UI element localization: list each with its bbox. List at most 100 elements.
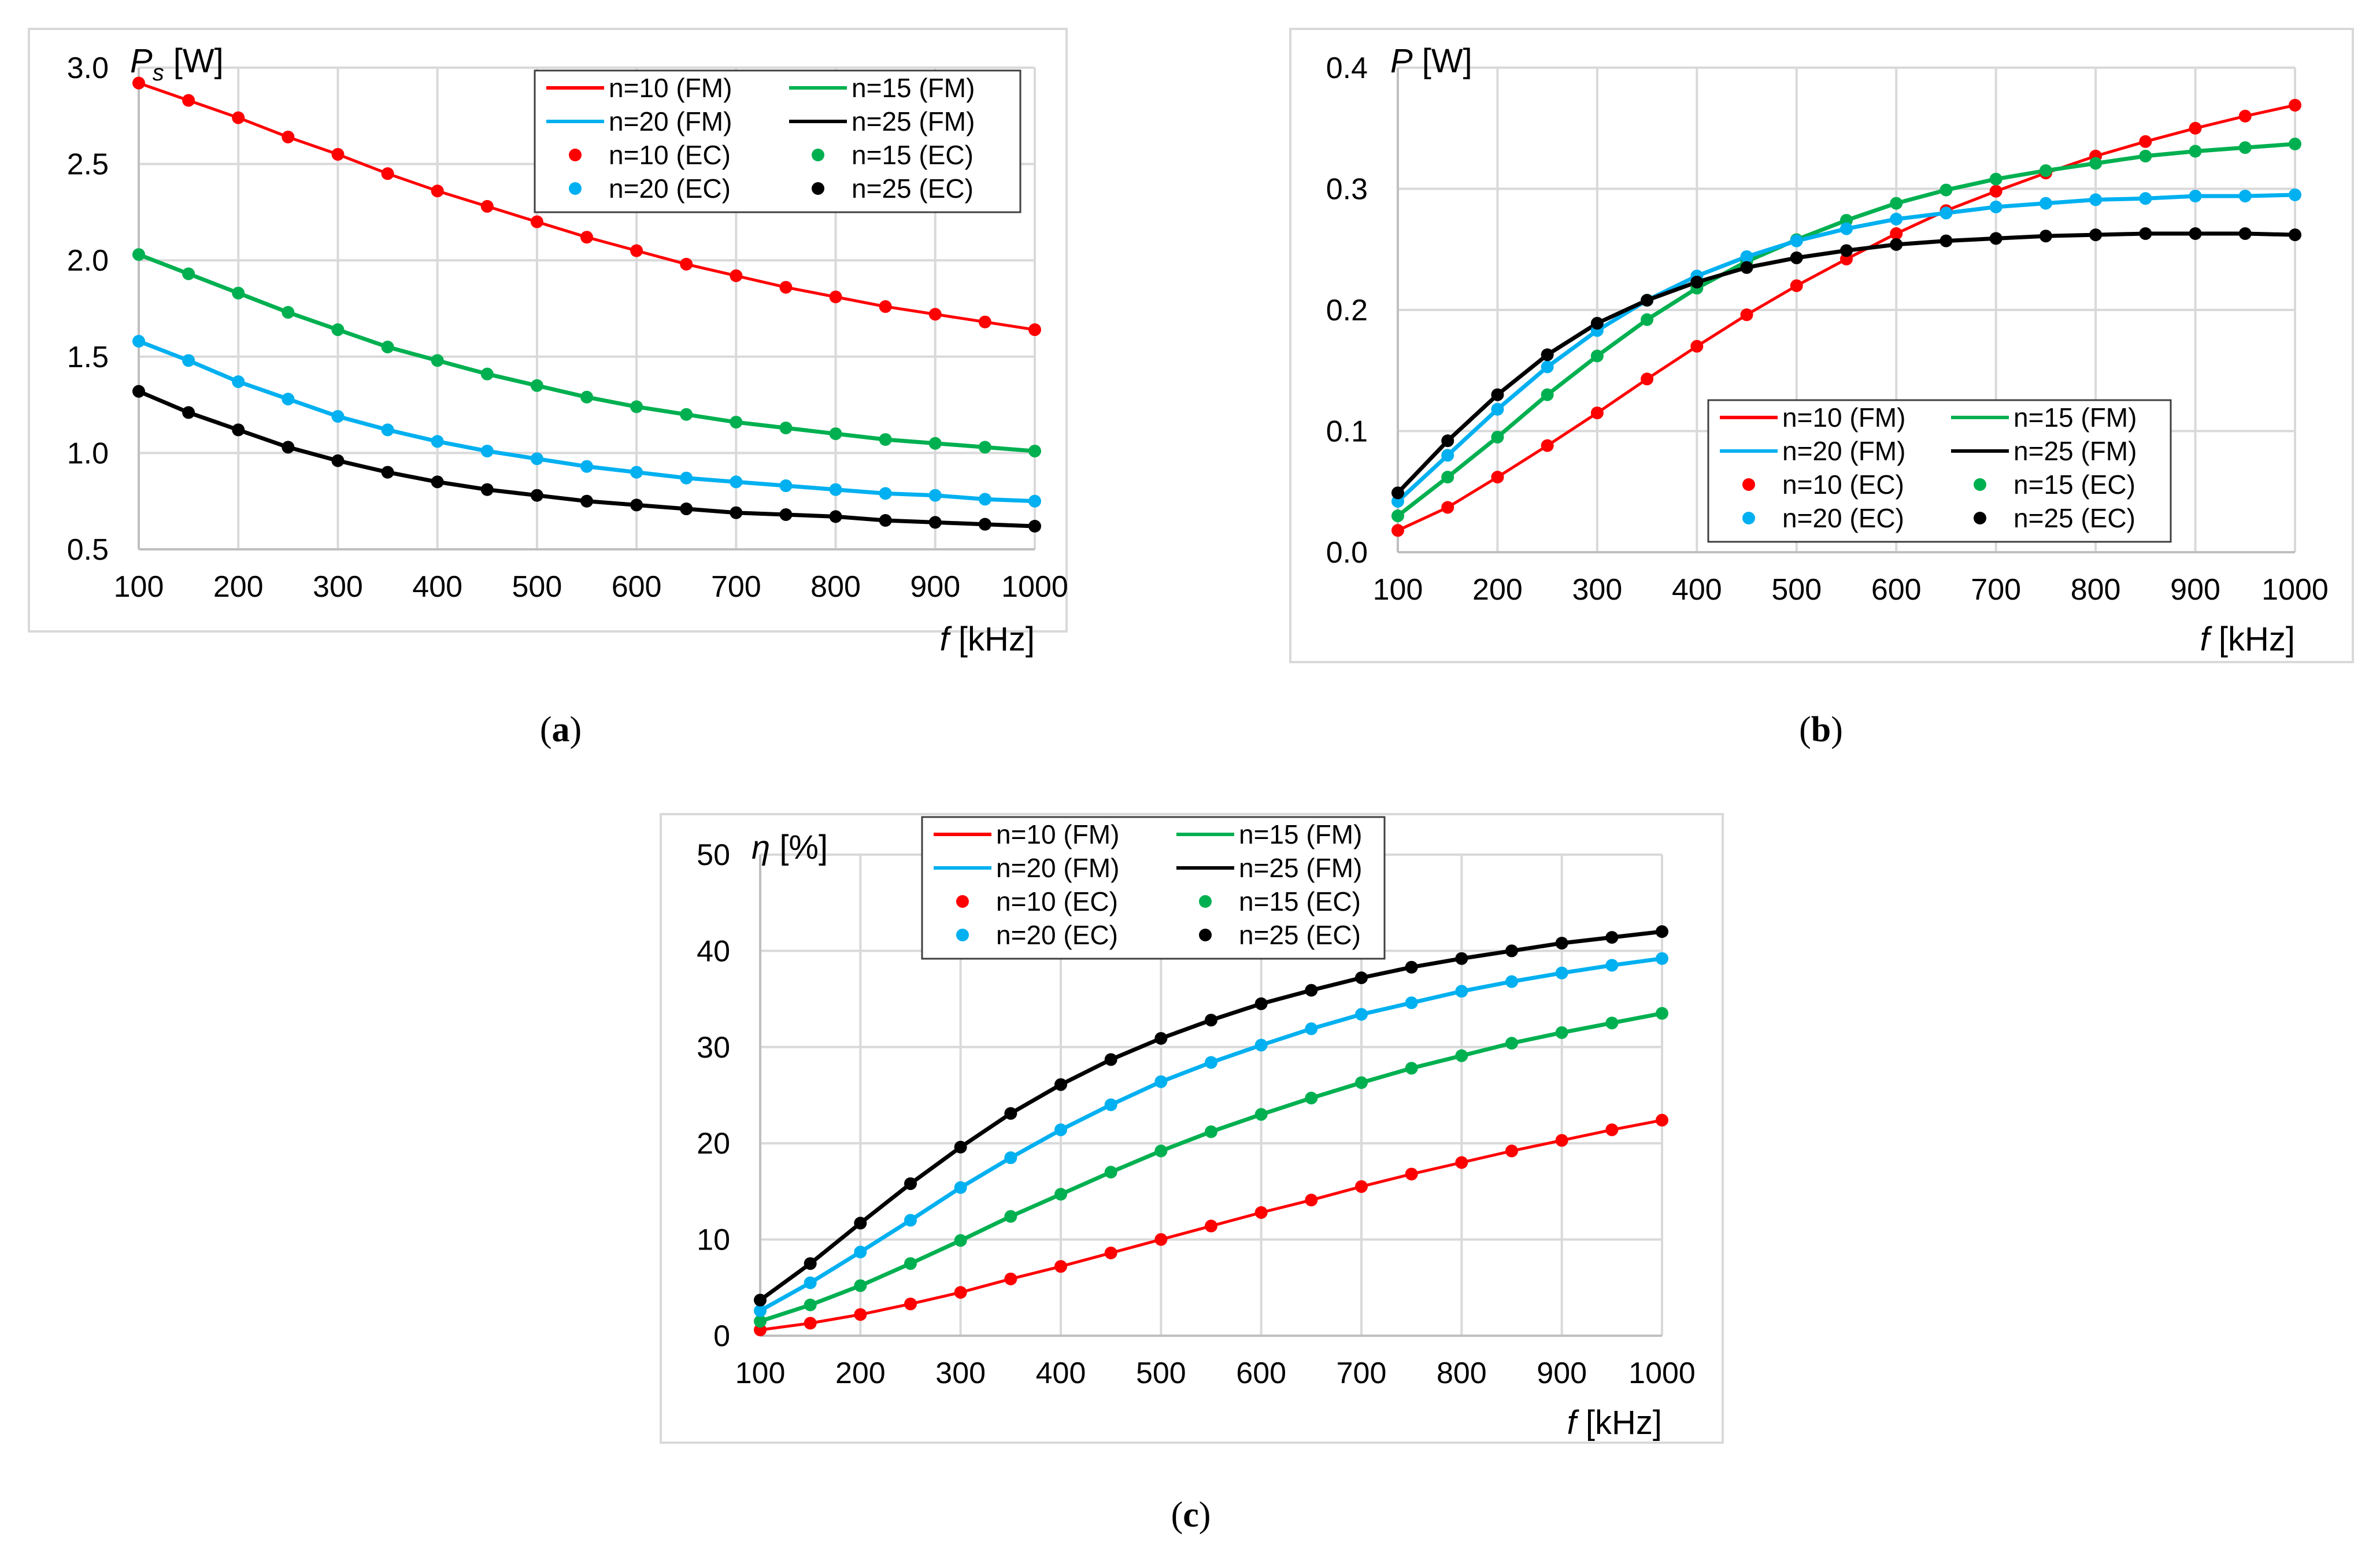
chart-c-point-n25 — [1104, 1053, 1117, 1066]
chart-b-point-n20 — [2139, 192, 2152, 205]
chart-c-point-n10 — [1054, 1260, 1067, 1273]
chart-b-point-n20 — [1441, 449, 1454, 462]
chart-a-point-n15 — [680, 408, 693, 421]
chart-a-legend-marker-swatch — [812, 182, 824, 195]
chart-b-point-n20 — [1541, 360, 1554, 374]
chart-b-point-n25 — [2238, 227, 2252, 241]
chart-b-point-n25 — [1690, 275, 1704, 289]
chart-a-point-n20 — [680, 471, 693, 485]
chart-a-point-n20 — [879, 487, 892, 500]
chart-a-xtick-label: 700 — [711, 570, 761, 604]
chart-c-legend-marker-swatch — [1199, 929, 1212, 941]
chart-b-xtick-label: 700 — [1971, 573, 2021, 607]
chart-b-point-n10 — [1890, 227, 1903, 241]
chart-b-point-n15 — [2139, 149, 2152, 162]
chart-c-point-n20 — [1656, 952, 1668, 965]
chart-b-point-n15 — [2089, 157, 2103, 170]
panel-b: 100 200 300 400 500 600 700 800 900 1000 0.0 0.1 0.2… — [1289, 28, 2354, 749]
chart-c-point-n15 — [754, 1315, 767, 1328]
chart-b-ylabel: P [W] — [1390, 42, 1472, 80]
chart-b-point-n20 — [1790, 234, 1803, 247]
chart-a-point-n15 — [978, 441, 991, 454]
chart-a-point-n20 — [1028, 494, 1041, 508]
chart-a-legend-label: n=10 (FM) — [609, 73, 732, 103]
chart-b-point-n15 — [1641, 313, 1654, 326]
chart-a-point-n20 — [381, 423, 394, 437]
chart-c-xtick-label: 400 — [1036, 1357, 1086, 1390]
chart-c-xtick-label: 200 — [835, 1357, 886, 1390]
chart-a-point-n10 — [829, 290, 842, 304]
chart-c-point-n10 — [1455, 1156, 1468, 1169]
chart-a-point-n20 — [282, 393, 295, 406]
chart-c-point-n25 — [1054, 1078, 1067, 1091]
chart-c-point-n15 — [1154, 1144, 1168, 1158]
chart-a-point-n15 — [779, 422, 793, 435]
chart-a-legend-label: n=15 (FM) — [852, 73, 975, 103]
chart-c-legend-label: n=20 (EC) — [996, 920, 1118, 950]
chart-b-point-n25 — [2089, 228, 2103, 242]
chart-c-legend-label: n=15 (FM) — [1239, 819, 1362, 849]
chart-b-xtick-label: 300 — [1572, 573, 1623, 607]
chart-c-point-n20 — [1104, 1098, 1117, 1111]
chart-a-point-n15 — [879, 433, 892, 446]
chart-c-ytick-label: 20 — [697, 1127, 730, 1161]
chart-c-point-n25 — [1555, 937, 1568, 950]
chart-c-point-n10 — [854, 1308, 867, 1321]
chart-c-point-n10 — [1205, 1219, 1217, 1233]
chart-a-point-n15 — [182, 267, 195, 280]
chart-b-legend-label: n=20 (EC) — [1782, 503, 1904, 533]
chart-b-point-n15 — [2189, 145, 2202, 158]
chart-a-point-n25 — [480, 483, 494, 496]
chart-c-point-n20 — [1004, 1151, 1017, 1165]
chart-a-point-n10 — [879, 300, 892, 313]
chart-a-point-n25 — [630, 498, 643, 512]
chart-a-point-n25 — [182, 406, 195, 419]
chart-a-point-n20 — [182, 354, 195, 367]
chart-b-point-n15 — [1590, 349, 1604, 363]
chart-c-point-n25 — [1656, 925, 1668, 938]
chart-b-legend-label: n=10 (FM) — [1782, 402, 1905, 433]
chart-c-ytick-label: 0 — [713, 1320, 730, 1353]
chart-c-point-n25 — [1405, 960, 1418, 974]
chart-a-ylabel: Ps [W] — [130, 42, 224, 86]
chart-b-point-n10 — [1641, 372, 1654, 386]
chart-b-point-n20 — [1491, 402, 1504, 416]
chart-a-legend-label: n=25 (EC) — [852, 173, 974, 204]
chart-b-point-n20 — [1939, 206, 1953, 220]
chart-a-point-n25 — [381, 465, 394, 479]
chart-b-xtick-label: 400 — [1672, 573, 1722, 607]
chart-a-point-n10 — [431, 184, 444, 198]
chart-b-point-n25 — [2139, 227, 2152, 241]
chart-a-point-n10 — [730, 269, 743, 282]
chart-a-point-n20 — [431, 435, 444, 448]
chart-b-point-n10 — [1541, 439, 1554, 452]
chart-b-point-n15 — [2289, 137, 2301, 150]
chart-a-point-n25 — [680, 502, 693, 516]
chart-b-point-n25 — [1491, 388, 1504, 401]
chart-c-ytick-label: 30 — [697, 1031, 730, 1065]
chart-c-xtick-label: 300 — [935, 1357, 986, 1390]
chart-b-point-n10 — [2189, 121, 2202, 135]
chart-b-ytick-label: 0.3 — [1326, 173, 1368, 206]
chart-c-point-n20 — [1405, 996, 1418, 1010]
chart-a-point-n20 — [331, 410, 345, 423]
chart-b-point-n20 — [2189, 190, 2202, 203]
chart-c-ylabel: η [%] — [752, 829, 828, 866]
chart-c-point-n10 — [1605, 1123, 1619, 1136]
chart-c-point-n15 — [1505, 1037, 1518, 1050]
chart-a-xtick-label: 900 — [910, 570, 960, 604]
chart-a-point-n15 — [132, 248, 145, 261]
chart-c-point-n15 — [854, 1279, 867, 1292]
chart-c-point-n15 — [904, 1257, 917, 1270]
chart-c-point-n25 — [1455, 952, 1468, 965]
chart-b-point-n10 — [1391, 524, 1404, 537]
chart-b-point-n20 — [1740, 250, 1753, 263]
chart-b-point-n10 — [2238, 109, 2252, 123]
chart-c-point-n15 — [1405, 1062, 1418, 1075]
chart-a-point-n20 — [232, 375, 245, 389]
chart-a-legend-marker-swatch — [569, 149, 582, 161]
chart-a-point-n15 — [431, 354, 444, 367]
chart-a-ytick-label: 3.0 — [67, 51, 109, 85]
chart-a-point-n25 — [928, 516, 942, 529]
chart-b-point-n25 — [1541, 348, 1554, 361]
